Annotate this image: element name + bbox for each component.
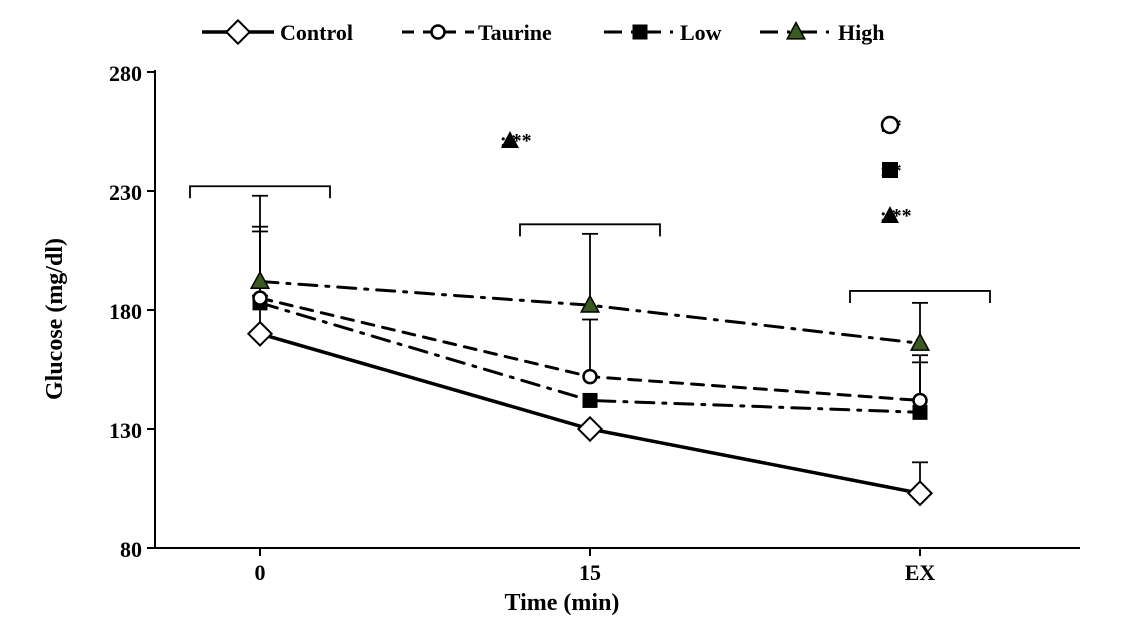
plot-area — [0, 0, 1124, 642]
glucose-line-chart: Glucose (mg/dl) Time (min) 280 230 180 1… — [0, 0, 1124, 642]
